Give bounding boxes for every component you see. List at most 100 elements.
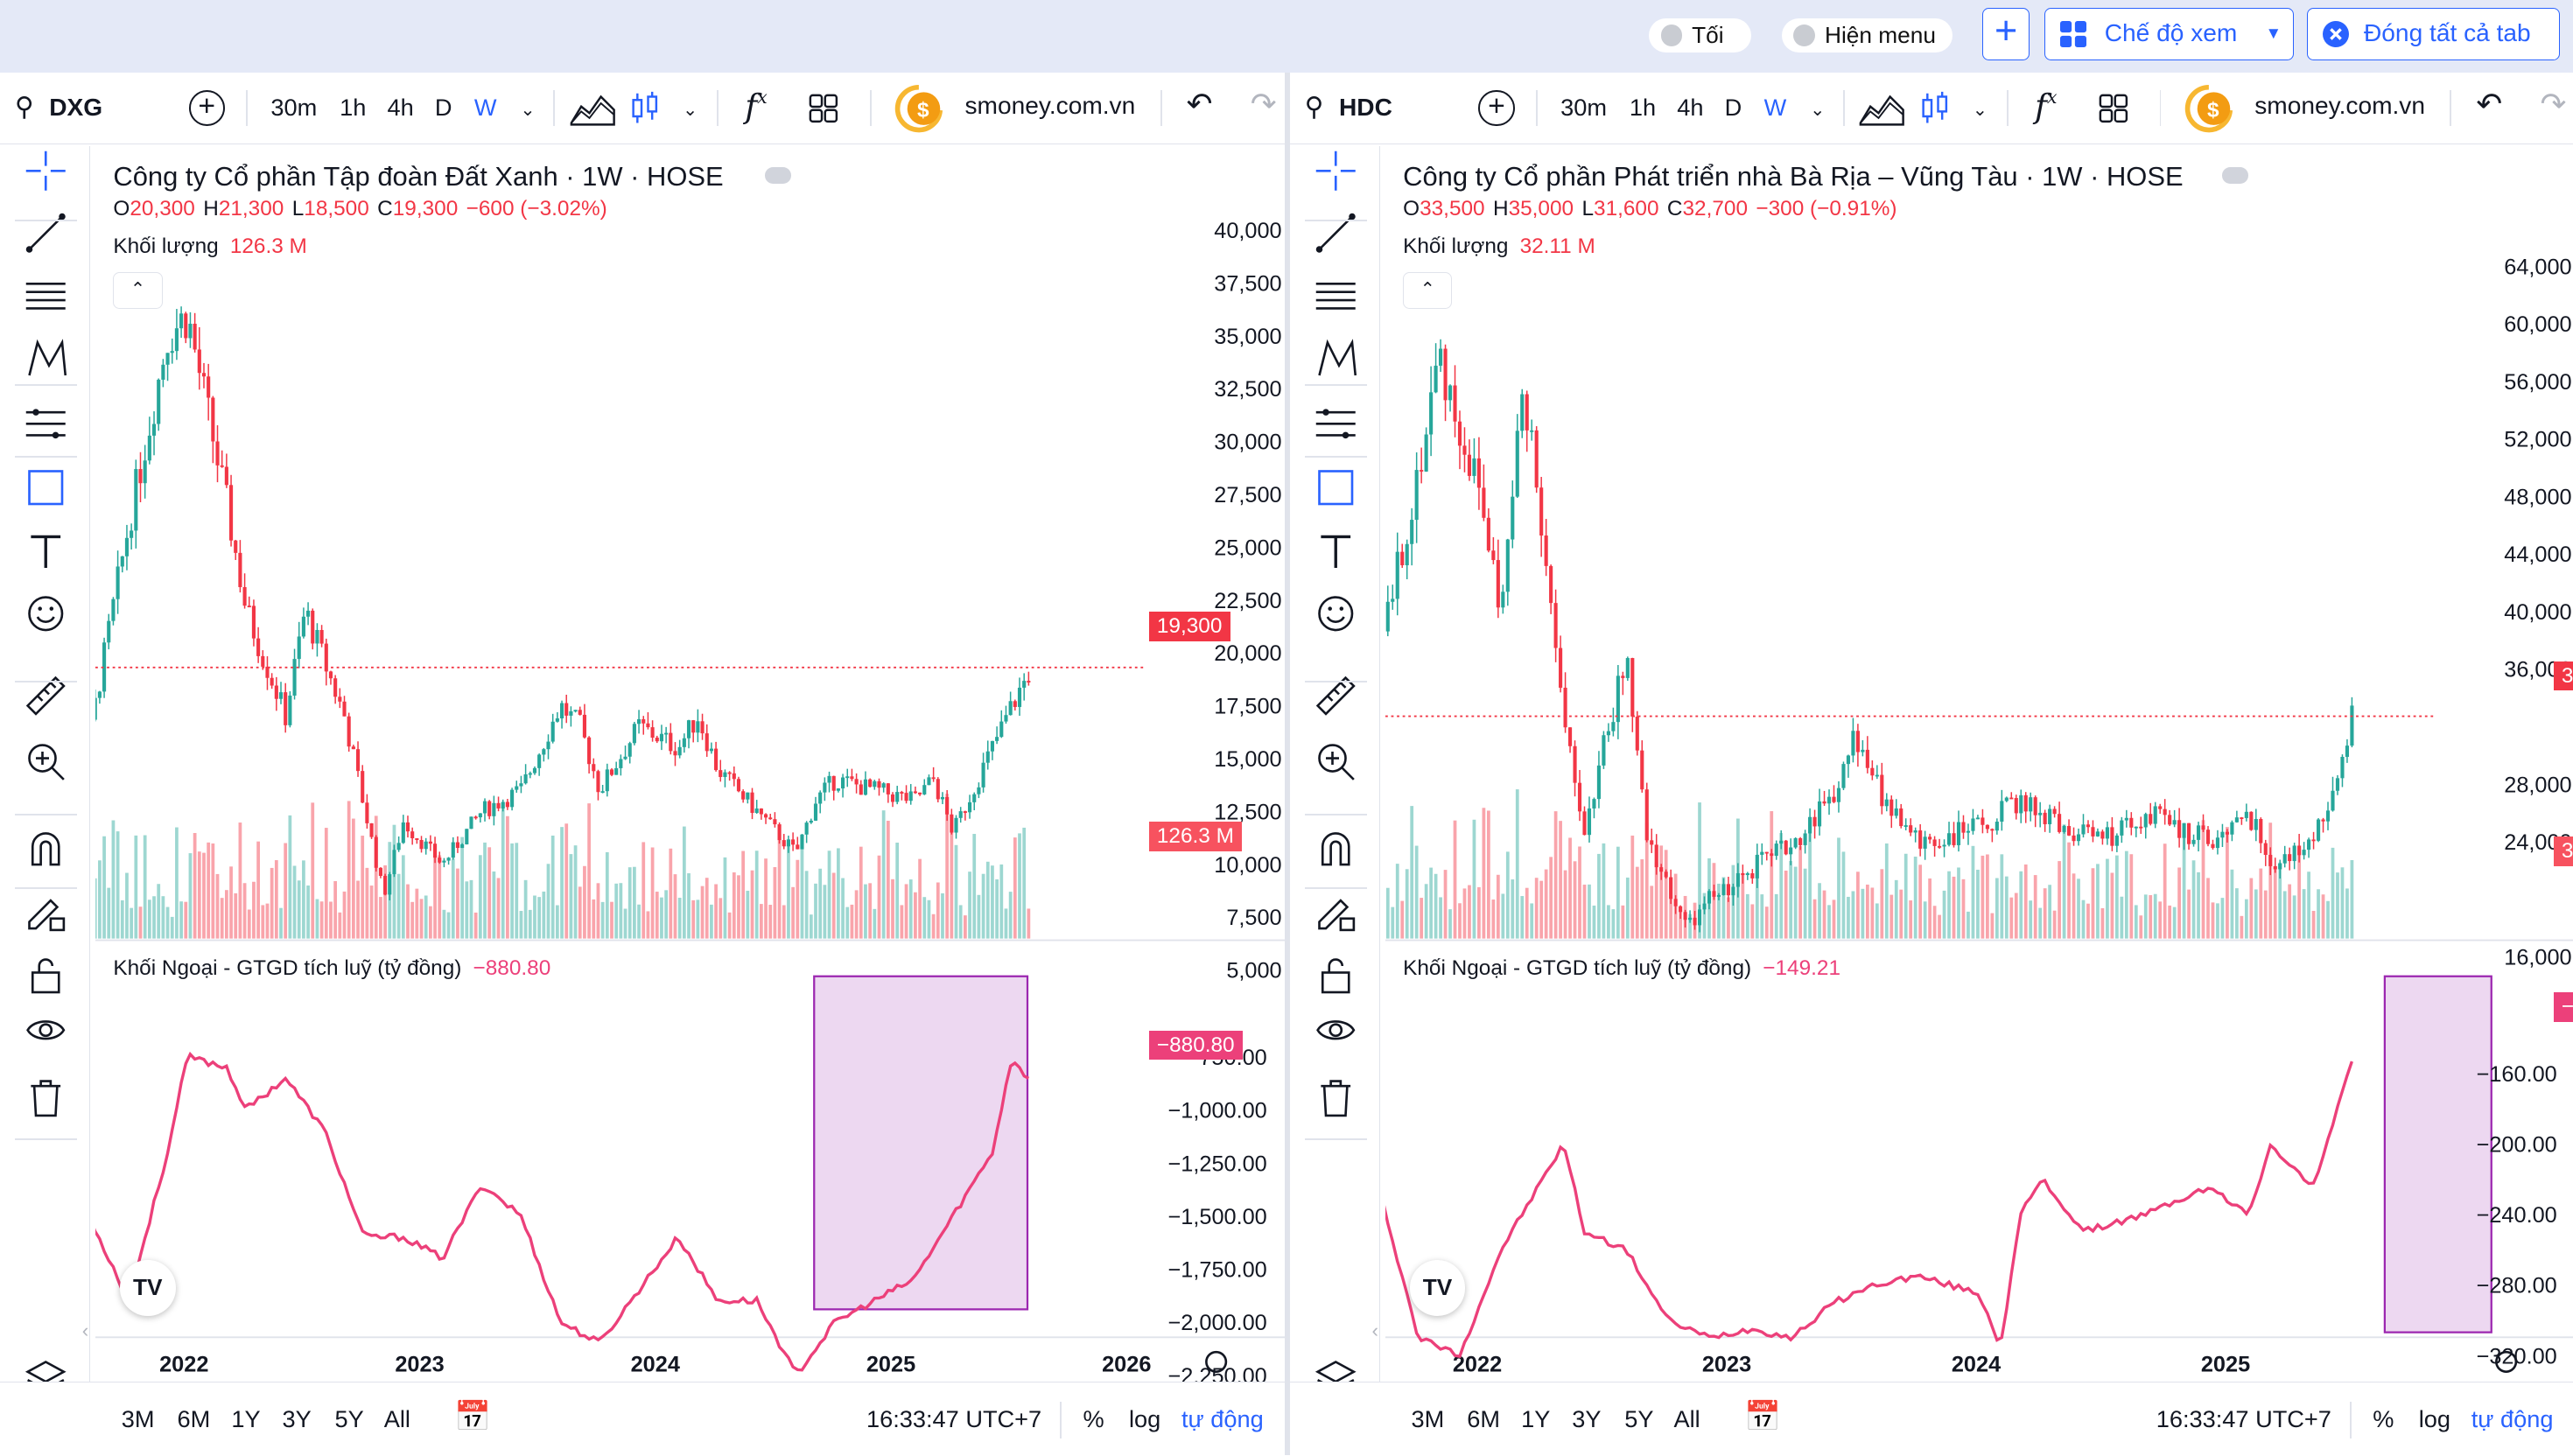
candle[interactable] (1496, 539, 1500, 619)
candle[interactable] (392, 844, 396, 878)
candle[interactable] (1956, 810, 1960, 851)
candle[interactable] (2302, 842, 2306, 860)
candle[interactable] (555, 711, 559, 723)
candle[interactable] (578, 706, 582, 716)
candle[interactable] (804, 821, 809, 844)
candle[interactable] (2277, 859, 2282, 878)
candle[interactable] (2057, 802, 2061, 834)
candle[interactable] (446, 857, 451, 865)
candle[interactable] (963, 810, 967, 821)
rectangle-icon[interactable] (1313, 465, 1359, 511)
candle[interactable] (940, 792, 944, 804)
candle[interactable] (867, 778, 872, 788)
candle[interactable] (1409, 508, 1413, 566)
candle[interactable] (2062, 824, 2066, 834)
candle[interactable] (382, 873, 387, 896)
candle[interactable] (347, 712, 351, 752)
candle[interactable] (106, 613, 111, 649)
candle[interactable] (999, 710, 1004, 738)
candle[interactable] (211, 396, 215, 464)
candle[interactable] (338, 688, 342, 708)
go-to-date-icon[interactable]: 📅 (454, 1400, 492, 1434)
candle[interactable] (985, 740, 990, 770)
settings-gear-icon[interactable] (1204, 1350, 1227, 1373)
pattern-icon[interactable] (1313, 336, 1359, 382)
candle[interactable] (1908, 818, 1912, 836)
candle[interactable] (1601, 731, 1605, 769)
ruler-icon[interactable] (23, 673, 69, 719)
candle[interactable] (873, 779, 877, 790)
range-3y[interactable]: 3Y (282, 1405, 312, 1432)
candle[interactable] (2071, 827, 2076, 846)
pattern-icon[interactable] (23, 336, 69, 382)
candle[interactable] (2182, 822, 2186, 850)
candle[interactable] (619, 754, 623, 776)
candle[interactable] (2296, 833, 2301, 863)
timeframe-30m[interactable]: 30m (1560, 93, 1607, 121)
candle[interactable] (967, 794, 971, 819)
candle[interactable] (360, 765, 365, 803)
candle[interactable] (419, 836, 424, 853)
candle[interactable] (1390, 584, 1394, 610)
candle[interactable] (663, 726, 668, 744)
candle[interactable] (328, 670, 333, 685)
trash-icon[interactable] (1313, 1074, 1359, 1121)
zoom-in-icon[interactable] (1313, 738, 1359, 785)
candle[interactable] (768, 813, 773, 820)
pencil-lock-icon[interactable] (1313, 889, 1359, 935)
candle[interactable] (1803, 830, 1807, 854)
candle[interactable] (2047, 804, 2051, 833)
candle[interactable] (677, 739, 682, 759)
candle[interactable] (613, 761, 618, 775)
candle[interactable] (1616, 664, 1620, 739)
candle[interactable] (2254, 808, 2258, 842)
symbol-search[interactable]: ⚲ HDC (1305, 92, 1469, 125)
candle[interactable] (1649, 828, 1653, 853)
candle[interactable] (1821, 790, 1826, 806)
candle[interactable] (1414, 452, 1419, 543)
candle[interactable] (1903, 818, 1908, 830)
candle[interactable] (124, 524, 129, 570)
candle[interactable] (151, 410, 156, 456)
candle[interactable] (944, 789, 949, 821)
candle[interactable] (1620, 671, 1624, 696)
candle[interactable] (2248, 811, 2253, 831)
emoji-icon[interactable] (1313, 591, 1359, 637)
candle[interactable] (95, 689, 97, 722)
candle[interactable] (759, 808, 763, 820)
candle[interactable] (1553, 589, 1558, 662)
candle[interactable] (1913, 827, 1917, 843)
candle[interactable] (2153, 802, 2157, 829)
candle[interactable] (1668, 869, 1672, 904)
candle[interactable] (632, 721, 636, 746)
candle[interactable] (2124, 809, 2128, 828)
candle[interactable] (1716, 892, 1721, 900)
candle[interactable] (428, 835, 432, 851)
candle[interactable] (705, 724, 709, 757)
candle[interactable] (2114, 833, 2119, 852)
candle[interactable] (746, 792, 750, 804)
candle[interactable] (2210, 839, 2215, 850)
range-3y[interactable]: 3Y (1572, 1405, 1602, 1432)
candle[interactable] (1917, 823, 1922, 857)
candle[interactable] (2349, 696, 2353, 747)
range-1y[interactable]: 1Y (231, 1405, 261, 1432)
candle[interactable] (1452, 365, 1457, 438)
candle[interactable] (1778, 830, 1783, 850)
candle[interactable] (1735, 863, 1740, 898)
candle[interactable] (278, 682, 283, 704)
candle[interactable] (1448, 384, 1452, 412)
candle[interactable] (927, 774, 931, 786)
candle[interactable] (215, 424, 220, 482)
candle[interactable] (396, 836, 401, 852)
candle[interactable] (2335, 774, 2339, 795)
candle[interactable] (437, 851, 442, 864)
candle[interactable] (492, 795, 496, 826)
candle[interactable] (1937, 838, 1941, 849)
candle[interactable] (1884, 793, 1889, 812)
candle[interactable] (800, 833, 804, 850)
candle[interactable] (2028, 792, 2032, 822)
candle[interactable] (1004, 705, 1008, 724)
timeframe-w[interactable]: W (1763, 93, 1787, 121)
